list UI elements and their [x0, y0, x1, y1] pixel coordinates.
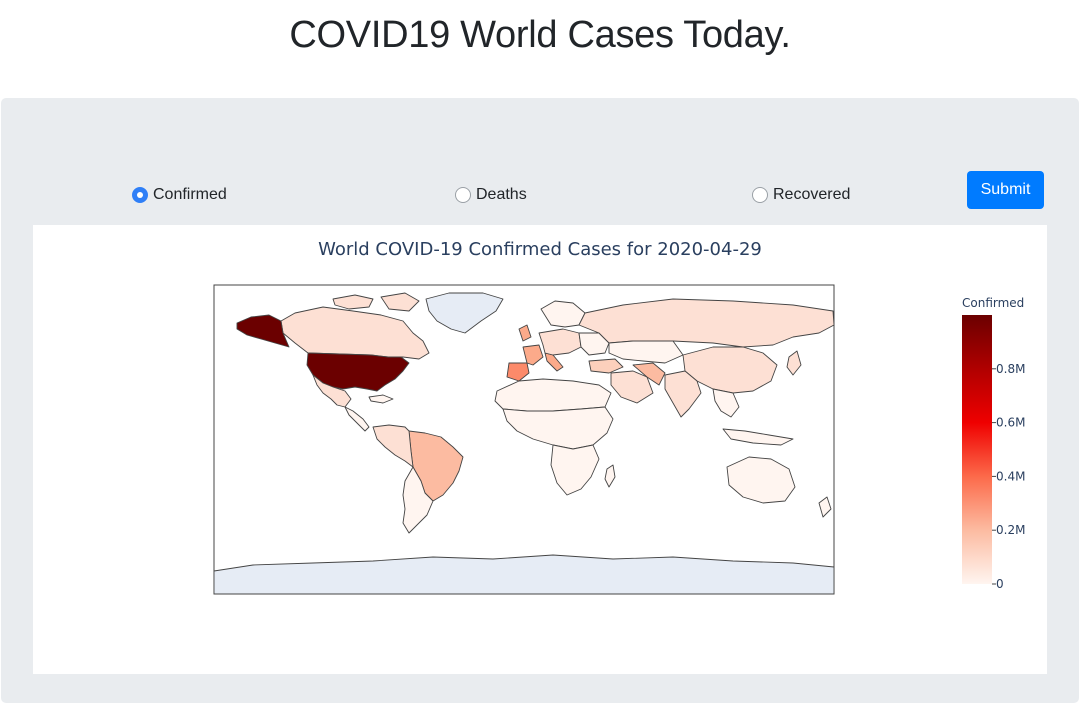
country-turkey	[588, 358, 624, 374]
country-canada	[280, 306, 430, 360]
region-caribbean	[368, 394, 394, 404]
radio-confirmed[interactable]: Confirmed	[132, 184, 227, 206]
country-japan	[786, 350, 802, 376]
radio-confirmed-indicator[interactable]	[132, 187, 148, 203]
country-france	[522, 344, 544, 366]
country-alaska	[236, 314, 290, 348]
region-antarctica	[213, 554, 835, 595]
country-iran	[632, 362, 666, 386]
map-chart: World COVID-19 Confirmed Cases for 2020-…	[33, 225, 1047, 674]
colorbar-tick-label: 0.2M	[996, 523, 1025, 537]
region-central-america	[344, 406, 370, 432]
region-south-america-south	[402, 466, 434, 534]
country-canada-islands	[332, 294, 374, 310]
radio-confirmed-label: Confirmed	[153, 186, 227, 203]
region-middle-east	[610, 370, 654, 404]
radio-recovered[interactable]: Recovered	[752, 184, 850, 206]
country-new-zealand	[818, 496, 832, 518]
region-southern-africa	[550, 444, 600, 496]
submit-button[interactable]: Submit	[967, 171, 1044, 209]
country-australia	[726, 456, 796, 504]
country-india	[664, 370, 702, 418]
country-spain	[506, 362, 530, 382]
region-north-africa	[494, 378, 612, 412]
colorbar	[962, 315, 992, 584]
colorbar-tick-label: 0	[996, 577, 1004, 591]
map-land	[213, 292, 835, 595]
colorbar-title: Confirmed	[962, 296, 1024, 310]
map-svg: World COVID-19 Confirmed Cases for 2020-…	[213, 239, 1025, 595]
country-uk	[518, 324, 532, 342]
region-indonesia	[722, 428, 794, 446]
region-central-europe	[538, 328, 582, 356]
region-central-asia	[608, 340, 684, 364]
colorbar-tick-label: 0.8M	[996, 362, 1025, 376]
region-central-africa	[502, 406, 614, 450]
chart-title: World COVID-19 Confirmed Cases for 2020-…	[318, 239, 762, 260]
radio-recovered-indicator[interactable]	[752, 187, 768, 203]
country-madagascar	[604, 464, 616, 488]
colorbar-tick-label: 0.6M	[996, 416, 1025, 430]
colorbar-ticks: 0 0.2M 0.4M 0.6M 0.8M	[992, 362, 1025, 591]
radio-deaths-label: Deaths	[476, 186, 527, 203]
country-russia	[578, 298, 835, 348]
radio-deaths[interactable]: Deaths	[455, 184, 527, 206]
region-southeast-asia	[712, 388, 740, 418]
country-canada-islands-2	[380, 292, 420, 312]
page-title: COVID19 World Cases Today.	[289, 14, 791, 56]
colorbar-tick-label: 0.4M	[996, 469, 1025, 483]
radio-recovered-label: Recovered	[773, 186, 851, 203]
country-greenland	[425, 292, 504, 334]
radio-deaths-indicator[interactable]	[455, 187, 471, 203]
